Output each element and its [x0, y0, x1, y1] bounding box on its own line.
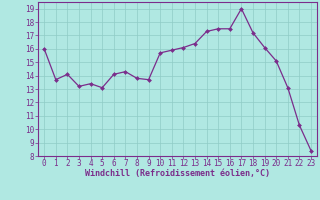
X-axis label: Windchill (Refroidissement éolien,°C): Windchill (Refroidissement éolien,°C): [85, 169, 270, 178]
